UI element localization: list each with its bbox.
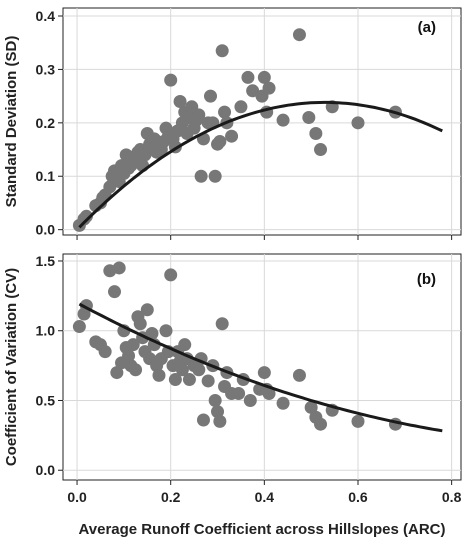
data-point bbox=[192, 108, 206, 122]
data-point bbox=[112, 261, 126, 275]
data-point bbox=[126, 338, 140, 352]
data-point bbox=[182, 373, 196, 387]
data-point bbox=[211, 405, 225, 419]
data-point bbox=[159, 324, 173, 338]
data-point bbox=[108, 285, 122, 299]
points-b bbox=[72, 261, 402, 431]
data-point bbox=[243, 393, 257, 407]
data-point bbox=[215, 317, 229, 331]
data-point bbox=[262, 387, 276, 401]
data-point bbox=[234, 100, 248, 114]
data-point bbox=[302, 110, 316, 124]
data-point bbox=[72, 320, 86, 334]
grid-a bbox=[63, 8, 461, 235]
data-point bbox=[145, 327, 159, 341]
data-point bbox=[164, 73, 178, 87]
data-point bbox=[351, 414, 365, 428]
data-point bbox=[262, 81, 276, 95]
y-ticks-b: 0.0 0.5 1.0 1.5 bbox=[36, 253, 63, 478]
data-point bbox=[79, 209, 93, 223]
fit-curve-b bbox=[78, 302, 443, 433]
data-point bbox=[194, 169, 208, 183]
y-tick-label: 0.1 bbox=[36, 168, 56, 184]
data-point bbox=[241, 70, 255, 84]
x-tick-marks-a bbox=[76, 235, 453, 240]
panel-sd: 0.0 0.1 0.2 0.3 0.4 (a) Standard Deviation (… bbox=[3, 7, 462, 240]
data-point bbox=[292, 28, 306, 42]
y-tick-label: 1.5 bbox=[36, 253, 56, 269]
fit-curve-a bbox=[78, 100, 443, 229]
plot-frame-a bbox=[62, 7, 462, 236]
plot-frame-b bbox=[62, 253, 462, 481]
data-point bbox=[203, 89, 217, 103]
data-point bbox=[208, 169, 222, 183]
data-point bbox=[98, 345, 112, 359]
points-a bbox=[72, 28, 402, 232]
data-point bbox=[178, 338, 192, 352]
data-point bbox=[309, 127, 323, 141]
data-point bbox=[314, 143, 328, 157]
y-tick-label: 0.3 bbox=[36, 61, 56, 77]
data-point bbox=[168, 373, 182, 387]
data-point bbox=[257, 70, 271, 84]
data-point bbox=[276, 396, 290, 410]
y-tick-label: 0.2 bbox=[36, 115, 56, 131]
data-point bbox=[215, 44, 229, 58]
data-point bbox=[257, 366, 271, 380]
x-axis-title: Average Runoff Coefficient across Hillsl… bbox=[78, 521, 445, 538]
grid-b bbox=[63, 254, 461, 480]
y-ticks-a: 0.0 0.1 0.2 0.3 0.4 bbox=[36, 8, 63, 238]
x-tick-label: 0.4 bbox=[255, 489, 275, 505]
x-tick-label: 0.0 bbox=[67, 489, 87, 505]
data-point bbox=[192, 363, 206, 377]
data-point bbox=[232, 387, 246, 401]
data-point bbox=[276, 113, 290, 127]
data-point bbox=[213, 414, 227, 428]
y-tick-label: 0.5 bbox=[36, 392, 56, 408]
y-axis-title-a: Standard Deviation (SD) bbox=[3, 36, 20, 208]
data-point bbox=[213, 135, 227, 149]
data-point bbox=[129, 363, 143, 377]
data-point bbox=[175, 363, 189, 377]
data-point bbox=[140, 303, 154, 317]
y-tick-label: 0.0 bbox=[36, 462, 56, 478]
x-tick-label: 0.8 bbox=[442, 489, 462, 505]
y-tick-label: 1.0 bbox=[36, 323, 56, 339]
x-tick-label: 0.6 bbox=[348, 489, 368, 505]
data-point bbox=[152, 368, 166, 382]
data-point bbox=[351, 116, 365, 130]
y-tick-label: 0.0 bbox=[36, 222, 56, 238]
data-point bbox=[122, 349, 136, 363]
data-point bbox=[208, 393, 222, 407]
data-point bbox=[201, 374, 215, 388]
panel-label-a: (a) bbox=[418, 19, 436, 36]
data-point bbox=[110, 366, 124, 380]
data-point bbox=[292, 368, 306, 382]
data-point bbox=[218, 105, 232, 119]
data-point bbox=[133, 317, 147, 331]
y-tick-label: 0.4 bbox=[36, 8, 56, 24]
data-point bbox=[304, 400, 318, 414]
panel-cv: 0.0 0.5 1.0 1.5 0.0 0.2 0.4 0.6 0.8 (b) Coeffic… bbox=[3, 253, 462, 538]
data-point bbox=[173, 94, 187, 108]
data-point bbox=[196, 413, 210, 427]
x-tick-labels: 0.0 0.2 0.4 0.6 0.8 bbox=[67, 489, 461, 505]
x-tick-label: 0.2 bbox=[161, 489, 181, 505]
y-axis-title-b: Coefficient of Variation (CV) bbox=[3, 268, 20, 466]
panel-label-b: (b) bbox=[417, 271, 436, 288]
data-point bbox=[164, 268, 178, 282]
x-tick-marks-b bbox=[76, 480, 453, 485]
data-point bbox=[314, 417, 328, 431]
data-point bbox=[225, 129, 239, 143]
